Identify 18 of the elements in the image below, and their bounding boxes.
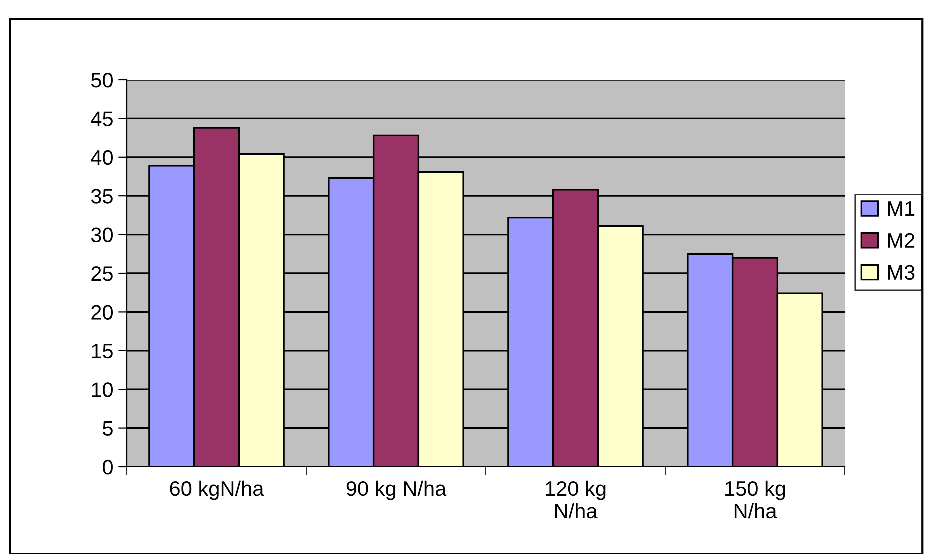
x-tick-label: 150 kg N/ha xyxy=(726,480,786,519)
x-tick-label: 60 kgN/ha xyxy=(170,480,264,500)
legend-label: M3 xyxy=(888,265,915,280)
y-tick-label: 25 xyxy=(92,266,113,282)
y-tick-label: 45 xyxy=(91,112,113,126)
x-tick-label: 120 kg N/ha xyxy=(546,480,606,519)
y-tick-label: 0 xyxy=(103,460,113,475)
y-tick-label: 30 xyxy=(91,228,113,243)
legend-label: M1 xyxy=(888,202,915,216)
y-tick-label: 5 xyxy=(103,422,113,436)
y-tick-label: 50 xyxy=(91,73,113,88)
y-tick-label: 35 xyxy=(91,189,113,204)
y-tick-label: 40 xyxy=(91,150,113,166)
y-tick-label: 20 xyxy=(92,305,113,320)
x-tick-label: 90 kg N/ha xyxy=(346,480,447,500)
y-tick-label: 10 xyxy=(92,382,113,398)
legend-label: M2 xyxy=(888,233,915,248)
y-tick-label: 15 xyxy=(92,344,113,359)
